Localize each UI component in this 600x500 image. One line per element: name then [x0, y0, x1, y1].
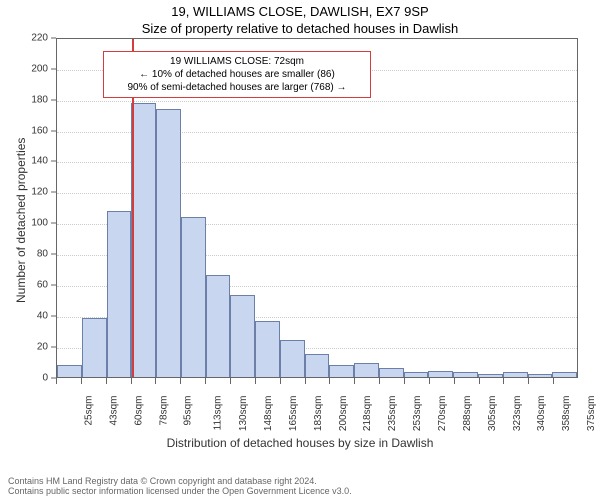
xtick-mark [329, 378, 330, 384]
xtick-label: 288sqm [462, 395, 473, 431]
footer-line-1: Contains HM Land Registry data © Crown c… [8, 476, 352, 486]
ytick-mark [51, 192, 56, 193]
ytick-mark [51, 285, 56, 286]
xtick-label: 95sqm [183, 395, 194, 425]
ytick-mark [51, 223, 56, 224]
histogram-bar [156, 109, 181, 376]
ytick-label: 180 [0, 94, 48, 105]
xtick-mark [454, 378, 455, 384]
xtick-label: 340sqm [537, 395, 548, 431]
ytick-mark [51, 130, 56, 131]
histogram-bar [305, 354, 330, 377]
ytick-mark [51, 346, 56, 347]
ytick-label: 40 [0, 310, 48, 321]
xtick-label: 130sqm [238, 395, 249, 431]
xtick-mark [106, 378, 107, 384]
xtick-label: 235sqm [387, 395, 398, 431]
histogram-bar [206, 275, 231, 376]
xtick-label: 305sqm [487, 395, 498, 431]
footer-line-2: Contains public sector information licen… [8, 486, 352, 496]
annotation-box: 19 WILLIAMS CLOSE: 72sqm← 10% of detache… [103, 51, 371, 98]
histogram-bar [181, 217, 206, 377]
ytick-mark [51, 254, 56, 255]
ytick-mark [51, 68, 56, 69]
histogram-bar [404, 372, 429, 377]
xtick-mark [205, 378, 206, 384]
xtick-mark [553, 378, 554, 384]
xtick-mark [131, 378, 132, 384]
xtick-mark [255, 378, 256, 384]
ytick-label: 0 [0, 372, 48, 383]
histogram-bar [453, 372, 478, 377]
histogram-bar [379, 368, 404, 377]
xtick-label: 60sqm [133, 395, 144, 425]
title-line-1: 19, WILLIAMS CLOSE, DAWLISH, EX7 9SP [0, 4, 600, 21]
annotation-line-1: 19 WILLIAMS CLOSE: 72sqm [110, 55, 364, 68]
histogram-bar [552, 372, 577, 377]
xtick-mark [479, 378, 480, 384]
histogram-bar [528, 374, 553, 377]
histogram-bar [478, 374, 503, 377]
xtick-label: 148sqm [263, 395, 274, 431]
xtick-mark [354, 378, 355, 384]
annotation-line-3: 90% of semi-detached houses are larger (… [110, 81, 364, 94]
histogram-bar [57, 365, 82, 377]
xtick-label: 43sqm [108, 395, 119, 425]
xtick-label: 165sqm [288, 395, 299, 431]
ytick-label: 220 [0, 32, 48, 43]
ytick-mark [51, 161, 56, 162]
xtick-label: 113sqm [213, 395, 224, 430]
ytick-mark [51, 315, 56, 316]
x-axis-label: Distribution of detached houses by size … [0, 436, 600, 450]
xtick-label: 358sqm [561, 395, 572, 431]
chart: 19 WILLIAMS CLOSE: 72sqm← 10% of detache… [0, 38, 600, 478]
xtick-label: 323sqm [512, 395, 523, 431]
xtick-mark [305, 378, 306, 384]
xtick-label: 375sqm [586, 395, 597, 431]
ytick-label: 160 [0, 125, 48, 136]
histogram-bar [280, 340, 305, 377]
histogram-bar [503, 372, 528, 377]
histogram-bar [107, 211, 132, 377]
xtick-label: 253sqm [412, 395, 423, 431]
xtick-mark [155, 378, 156, 384]
xtick-label: 78sqm [158, 395, 169, 425]
xtick-mark [404, 378, 405, 384]
histogram-bar [354, 363, 379, 377]
histogram-bar [428, 371, 453, 377]
y-axis-label: Number of detached properties [14, 138, 28, 303]
ytick-mark [51, 37, 56, 38]
xtick-mark [280, 378, 281, 384]
xtick-label: 218sqm [363, 395, 374, 431]
title-line-2: Size of property relative to detached ho… [0, 21, 600, 38]
ytick-label: 200 [0, 63, 48, 74]
footer-attribution: Contains HM Land Registry data © Crown c… [8, 476, 352, 496]
xtick-mark [180, 378, 181, 384]
xtick-mark [379, 378, 380, 384]
ytick-mark [51, 99, 56, 100]
histogram-bar [131, 103, 156, 376]
histogram-bar [329, 365, 354, 377]
annotation-line-2: ← 10% of detached houses are smaller (86… [110, 68, 364, 81]
histogram-bar [82, 318, 107, 376]
histogram-bar [255, 321, 280, 376]
xtick-mark [503, 378, 504, 384]
xtick-label: 270sqm [437, 395, 448, 431]
histogram-bar [230, 295, 255, 376]
xtick-label: 183sqm [313, 395, 324, 431]
xtick-mark [429, 378, 430, 384]
plot-area: 19 WILLIAMS CLOSE: 72sqm← 10% of detache… [56, 38, 578, 378]
xtick-label: 200sqm [338, 395, 349, 431]
xtick-mark [528, 378, 529, 384]
xtick-label: 25sqm [84, 395, 95, 425]
ytick-label: 20 [0, 341, 48, 352]
chart-titles: 19, WILLIAMS CLOSE, DAWLISH, EX7 9SP Siz… [0, 0, 600, 38]
xtick-mark [230, 378, 231, 384]
xtick-mark [81, 378, 82, 384]
xtick-mark [56, 378, 57, 384]
